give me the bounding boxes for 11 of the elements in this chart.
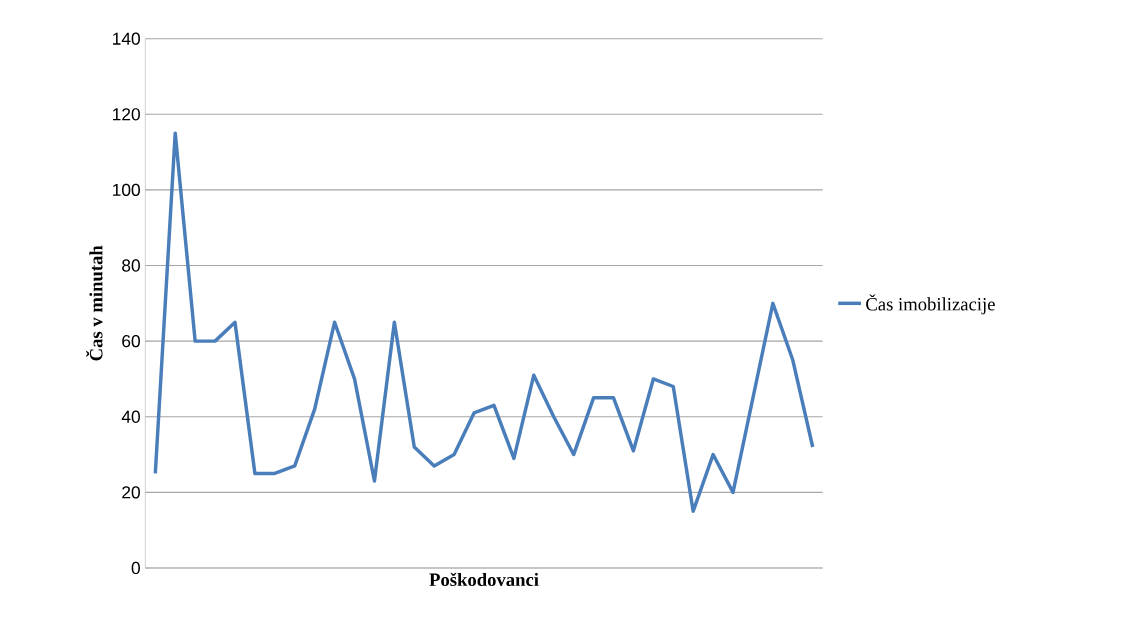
y-tick-label: 60 [122,334,140,348]
y-tick-label: 100 [113,183,140,197]
y-tick-label: 140 [113,32,140,45]
y-axis-title: Čas v minutah [86,245,103,361]
y-tick-label: 20 [122,486,140,499]
legend-label: Čas imobilizacije [866,294,995,315]
y-tick-label: 120 [113,108,140,121]
y-tick-label: 40 [121,410,140,423]
y-tick-label: 80 [122,259,140,272]
x-axis-title: Poškodovanci [429,572,539,587]
y-tick-label: 0 [131,561,140,575]
